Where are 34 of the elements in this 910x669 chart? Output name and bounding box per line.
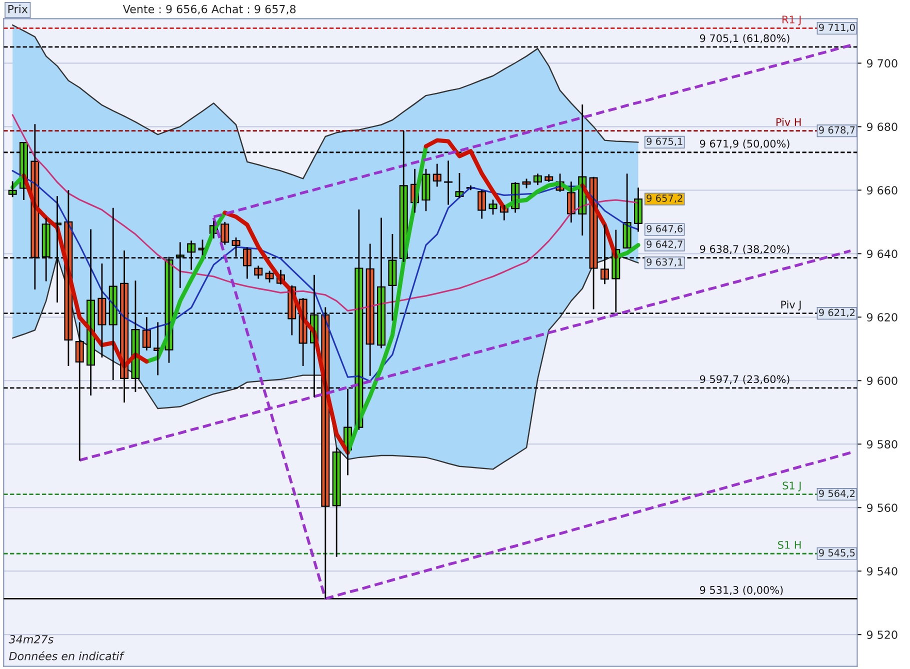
y-tick-label: 9 620 xyxy=(866,313,898,322)
ref-line-label: 9 638,7 (38,20%) xyxy=(700,244,790,254)
ref-line-label: R1 J xyxy=(782,16,801,26)
y-tick-label: 9 640 xyxy=(866,250,898,258)
text: 9 657,2 xyxy=(646,194,682,203)
y-tick-label: 9 560 xyxy=(866,504,898,512)
ref-line-label: S1 J xyxy=(782,482,801,492)
y-tick-label: 9 680 xyxy=(866,122,898,132)
annotation: 9 621,2 xyxy=(819,308,855,318)
y-tick-label: 9 600 xyxy=(866,376,898,385)
ref-line-label: 9 597,7 (23,60%) xyxy=(700,375,790,384)
annotation: Données en indicatif xyxy=(9,651,125,660)
annotation: 9 564,2 xyxy=(819,490,855,498)
chart-title: Prix xyxy=(8,4,28,14)
chart-subtitle: Vente : 9 656,6 Achat : 9 657,8 xyxy=(122,4,296,14)
data-label: 9 642,7 xyxy=(646,240,682,249)
annotation: 34m27s xyxy=(8,635,54,644)
y-tick-label: 9 660 xyxy=(866,186,898,195)
annotation: 9 678,7 xyxy=(819,126,855,135)
y-tick-label: 9 700 xyxy=(866,59,898,68)
y-tick-label: 9 520 xyxy=(866,630,898,639)
data-label: 9 647,6 xyxy=(646,224,683,234)
data-label: 9 637,1 xyxy=(646,258,682,267)
ref-line-label: 9 531,3 (0,00%) xyxy=(700,586,783,596)
ref-line-label: 9 671,9 (50,00%) xyxy=(700,140,790,149)
annotation: 9 711,0 xyxy=(819,24,855,32)
y-tick-label: 9 580 xyxy=(866,440,898,448)
ref-line-label: 9 705,1 (61,80%) xyxy=(700,34,790,44)
data-label: 9 675,1 xyxy=(646,138,682,146)
ref-line-label: Piv H xyxy=(776,118,801,126)
y-tick-label: 9 540 xyxy=(866,567,898,576)
annotation: 9 545,5 xyxy=(819,549,855,558)
ref-line-label: Piv J xyxy=(781,300,801,310)
ref-line-label: S1 H xyxy=(778,540,801,549)
